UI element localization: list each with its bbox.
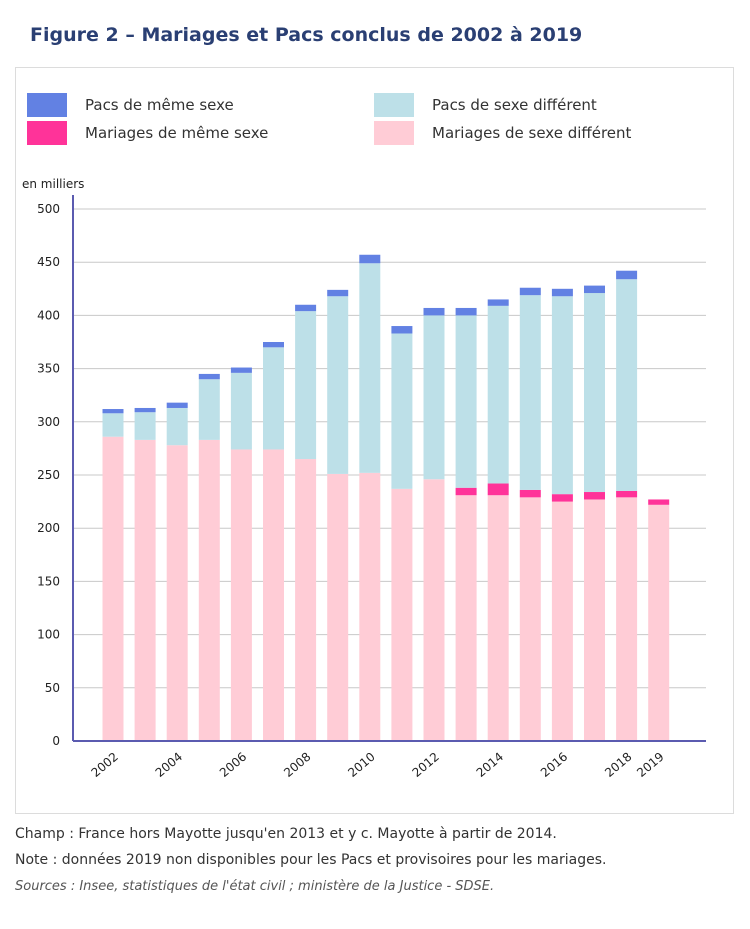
- legend-item-pacs-meme-sexe: Pacs de même sexe: [27, 93, 234, 117]
- bar-segment: [391, 488, 413, 741]
- bar-segment: [230, 372, 252, 450]
- note-sources: Sources : Insee, statistiques de l'état …: [15, 879, 495, 894]
- bar-segment: [198, 373, 220, 380]
- bar-segment: [230, 449, 252, 741]
- bar-segment: [648, 504, 670, 741]
- bar-segment: [198, 379, 220, 440]
- bar-segment: [551, 288, 573, 297]
- bar-segment: [584, 492, 605, 500]
- legend-item-mariages-meme-sexe: Mariages de même sexe: [27, 121, 268, 145]
- note-data: Note : données 2019 non disponibles pour…: [15, 852, 607, 868]
- bar-segment: [263, 449, 284, 741]
- bar-segment: [519, 295, 541, 490]
- bar-segment: [616, 490, 638, 498]
- bar-segment: [230, 367, 252, 373]
- y-tick-label: 500: [37, 202, 60, 216]
- bar-segment: [616, 497, 638, 741]
- bar-segment: [166, 402, 188, 408]
- bar-segment: [519, 497, 541, 741]
- bar-segment: [263, 347, 284, 450]
- y-tick-label: 100: [37, 628, 60, 642]
- bar-segment: [487, 299, 509, 306]
- bar-segment: [359, 472, 381, 741]
- x-tick-label: 2010: [345, 750, 377, 780]
- y-tick-label: 400: [37, 308, 60, 322]
- bar-segment: [423, 307, 445, 316]
- x-tick-label: 2016: [538, 750, 570, 780]
- bar-segment: [487, 305, 509, 484]
- legend-swatch: [374, 93, 414, 117]
- bar-segment: [359, 263, 381, 473]
- bar-segment: [166, 445, 188, 741]
- bar-segment: [584, 499, 605, 741]
- bar-segment: [423, 479, 445, 741]
- bar-segment: [198, 439, 220, 741]
- bar-segment: [134, 407, 156, 413]
- legend-item-mariages-sexe-different: Mariages de sexe différent: [374, 121, 631, 145]
- bar-segment: [455, 487, 477, 496]
- legend-label: Pacs de sexe différent: [432, 96, 597, 114]
- bar-segment: [391, 333, 413, 489]
- bar-segment: [455, 495, 477, 741]
- bar-segment: [102, 413, 124, 437]
- bar-segment: [102, 409, 124, 414]
- bar-segment: [263, 342, 284, 348]
- x-tick-label: 2012: [410, 750, 442, 780]
- y-tick-label: 250: [37, 468, 60, 482]
- bar-segment: [487, 495, 509, 741]
- bar-segment: [551, 501, 573, 741]
- bar-segment: [487, 483, 509, 496]
- legend-swatch: [27, 121, 67, 145]
- bar-segment: [134, 439, 156, 741]
- x-tick-label: 2018: [602, 750, 634, 780]
- y-tick-label: 200: [37, 521, 60, 535]
- bar-segment: [327, 473, 349, 741]
- bar-segment: [584, 293, 605, 493]
- y-tick-label: 150: [37, 574, 60, 588]
- bar-segment: [551, 296, 573, 495]
- bar-segment: [391, 326, 413, 334]
- note-champ: Champ : France hors Mayotte jusqu'en 201…: [15, 826, 557, 842]
- bar-segment: [134, 412, 156, 440]
- bar-segment: [616, 279, 638, 491]
- bar-segment: [648, 499, 670, 505]
- bar-segment: [327, 289, 349, 297]
- legend-swatch: [27, 93, 67, 117]
- x-tick-label: 2008: [281, 750, 313, 780]
- legend-label: Mariages de même sexe: [85, 124, 269, 142]
- y-tick-label: 50: [45, 681, 60, 695]
- bar-segment: [551, 494, 573, 502]
- bar-segment: [295, 304, 317, 312]
- x-tick-label: 2014: [474, 750, 506, 780]
- legend-item-pacs-sexe-different: Pacs de sexe différent: [374, 93, 597, 117]
- bar-segment: [166, 407, 188, 446]
- x-tick-label: 2006: [217, 750, 249, 780]
- x-tick-label: 2002: [89, 750, 121, 780]
- legend-label: Pacs de même sexe: [85, 96, 234, 114]
- y-tick-label: 350: [37, 362, 60, 376]
- bar-segment: [423, 315, 445, 480]
- bar-segment: [519, 287, 541, 296]
- bar-segment: [455, 307, 477, 316]
- x-tick-label: 2019: [634, 750, 666, 780]
- bar-segment: [584, 285, 605, 294]
- chart-frame: [15, 67, 734, 814]
- y-tick-label: 450: [37, 255, 60, 269]
- bar-segment: [519, 489, 541, 498]
- x-tick-label: 2004: [153, 750, 185, 780]
- bar-segment: [359, 254, 381, 264]
- bar-segment: [327, 296, 349, 474]
- legend-label: Mariages de sexe différent: [432, 124, 632, 142]
- y-tick-label: 300: [37, 415, 60, 429]
- y-tick-label: 0: [52, 734, 60, 748]
- bar-segment: [102, 436, 124, 741]
- stacked-bar-chart: 0 50 100 150 200 250 300 350 400 450 500 2002 2004 20…: [37, 195, 706, 780]
- legend-swatch: [374, 121, 414, 145]
- bar-segment: [455, 315, 477, 488]
- bar-segment: [295, 459, 317, 741]
- figure-title: Figure 2 – Mariages et Pacs conclus de 2…: [30, 24, 583, 46]
- bar-segment: [295, 311, 317, 460]
- y-axis-unit: en milliers: [22, 177, 85, 191]
- bar-segment: [616, 270, 638, 280]
